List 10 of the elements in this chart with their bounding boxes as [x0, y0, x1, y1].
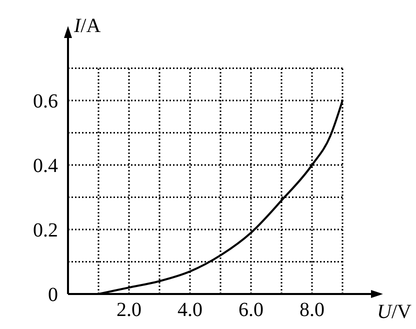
y-tick-label: 0: [48, 284, 58, 306]
y-tick-label: 0.2: [33, 220, 58, 242]
x-axis-title: U/V: [377, 301, 412, 323]
y-tick-label: 0.6: [33, 90, 58, 112]
x-tick-label: 4.0: [178, 299, 202, 321]
x-tick-label: 6.0: [238, 299, 264, 321]
y-tick-label: 0.4: [33, 155, 58, 177]
y-axis-title: I/A: [73, 15, 102, 37]
x-tick-label: 2.0: [116, 299, 142, 321]
x-tick-label: 8.0: [300, 299, 324, 321]
